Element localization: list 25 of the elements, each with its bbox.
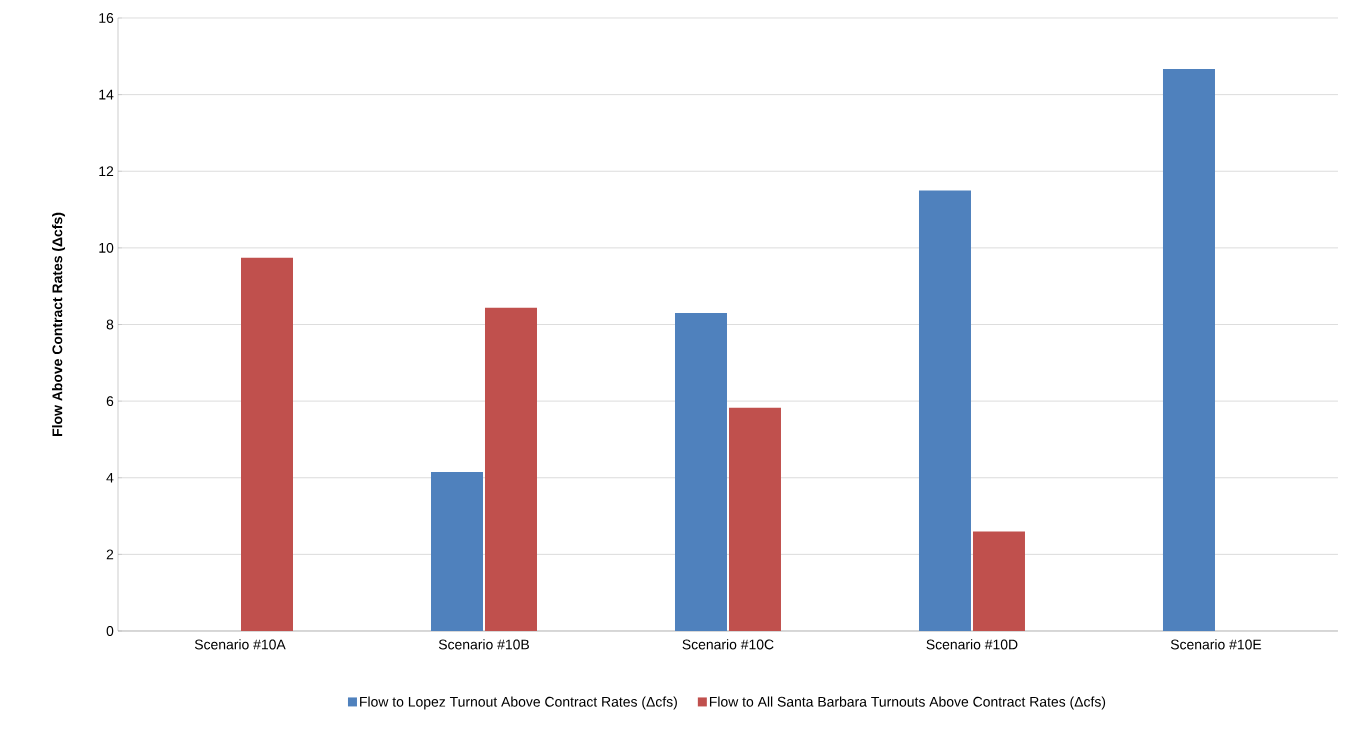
x-tick-label: Scenario #10D xyxy=(926,639,1018,650)
y-tick-label: 0 xyxy=(106,626,114,636)
x-tick-label: Scenario #10E xyxy=(1170,639,1262,650)
y-tick-label: 2 xyxy=(106,549,114,560)
x-tick-label: Scenario #10A xyxy=(194,639,286,650)
bar xyxy=(1162,68,1215,631)
bar xyxy=(728,407,781,631)
y-tick-label: 8 xyxy=(106,319,114,330)
y-tick-label: 4 xyxy=(106,472,114,483)
x-tick-label: Scenario #10B xyxy=(438,639,529,650)
y-tick-label: 6 xyxy=(106,396,114,407)
bar xyxy=(918,190,971,631)
y-axis-title: Flow Above Contract Rates (Δcfs) xyxy=(52,212,66,436)
bar xyxy=(431,472,483,631)
bar xyxy=(972,531,1025,631)
legend-label: Flow to Lopez Turnout Above Contract Rates (Δcfs) xyxy=(360,696,677,710)
bar xyxy=(484,307,537,631)
bar xyxy=(674,313,727,631)
x-tick-label: Scenario #10C xyxy=(682,639,774,650)
y-tick-label: 12 xyxy=(99,166,114,177)
y-tick-label: 16 xyxy=(99,13,114,23)
y-tick-label: 10 xyxy=(99,242,114,253)
y-tick-label: 14 xyxy=(99,89,114,100)
bar xyxy=(241,257,293,631)
legend-label: Flow to All Santa Barbara Turnouts Above Contract Rates (Δcfs) xyxy=(709,696,1106,710)
